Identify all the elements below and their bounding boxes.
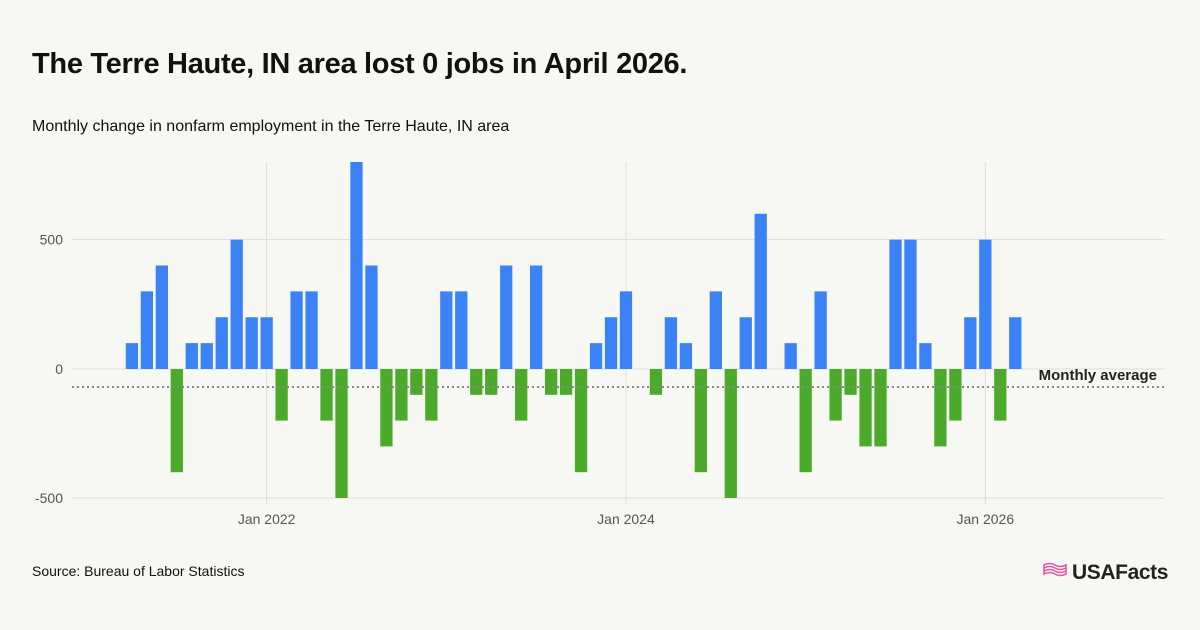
source-note: Source: Bureau of Labor Statistics: [32, 563, 245, 579]
bar: [799, 369, 812, 473]
bar: [994, 369, 1007, 421]
bar: [679, 343, 693, 369]
bar: [530, 265, 543, 369]
bar: [425, 369, 438, 421]
bar: [515, 369, 528, 421]
bar: [754, 213, 767, 369]
bar: [455, 291, 468, 369]
bar: [979, 239, 992, 369]
bar: [739, 317, 752, 369]
bar: [904, 239, 917, 369]
bar: [200, 343, 213, 369]
bar: [949, 369, 962, 421]
bars: [125, 162, 1022, 498]
bar: [395, 369, 408, 421]
x-tick-label: Jan 2026: [957, 511, 1015, 527]
brand-logo[interactable]: USAFacts: [1042, 560, 1168, 585]
bar: [380, 369, 393, 447]
bar: [245, 317, 258, 369]
bar: [589, 343, 603, 369]
bar: [275, 369, 288, 421]
bar: [934, 369, 947, 447]
bar: [140, 291, 154, 369]
bar: [1009, 317, 1022, 369]
y-tick-label: -500: [35, 490, 63, 506]
bar: [694, 369, 707, 473]
bar: [844, 369, 857, 395]
bar: [874, 369, 887, 447]
bar: [919, 343, 932, 369]
bar: [230, 239, 243, 369]
bar: [410, 369, 423, 395]
brand-name: USAFacts: [1072, 560, 1168, 584]
bar: [544, 369, 558, 395]
bar: [859, 369, 872, 447]
bar: [305, 291, 318, 369]
bar: [814, 291, 827, 369]
bar: [889, 239, 902, 369]
bar: [350, 162, 363, 369]
bar: [649, 369, 663, 395]
bar: [320, 369, 333, 421]
bar: [290, 291, 303, 369]
bar: [155, 265, 168, 369]
bar: [185, 343, 198, 369]
axis-labels: -500 0 500 Jan 2022 Jan 2024 Jan 2026: [35, 232, 1014, 527]
bar: [125, 343, 139, 369]
chart-subtitle: Monthly change in nonfarm employment in …: [32, 118, 510, 135]
y-tick-label: 500: [40, 232, 64, 248]
bar: [604, 317, 618, 369]
bar: [500, 265, 513, 369]
average-line-group: Monthly average: [72, 367, 1165, 389]
bar: [829, 369, 842, 421]
bar: [574, 369, 588, 473]
chart-title: The Terre Haute, IN area lost 0 jobs in …: [32, 48, 688, 80]
y-tick-label: 0: [55, 361, 63, 377]
bar: [485, 369, 498, 395]
x-tick-label: Jan 2022: [238, 511, 296, 527]
average-label: Monthly average: [1039, 367, 1157, 384]
bar: [619, 291, 633, 369]
bar: [559, 369, 573, 395]
bar: [709, 291, 722, 369]
usa-flag-icon: [1042, 560, 1068, 585]
bar-chart: Monthly average -500 0 500 Jan 2022 Jan 2024…: [35, 162, 1165, 527]
bar: [335, 369, 348, 498]
x-tick-label: Jan 2024: [597, 511, 655, 527]
bar: [964, 317, 977, 369]
bar: [664, 317, 678, 369]
bar: [724, 369, 737, 498]
bar: [170, 369, 183, 473]
bar: [784, 343, 797, 369]
bar: [440, 291, 453, 369]
bar: [260, 317, 273, 369]
bar: [365, 265, 378, 369]
bar: [215, 317, 228, 369]
bar: [470, 369, 483, 395]
